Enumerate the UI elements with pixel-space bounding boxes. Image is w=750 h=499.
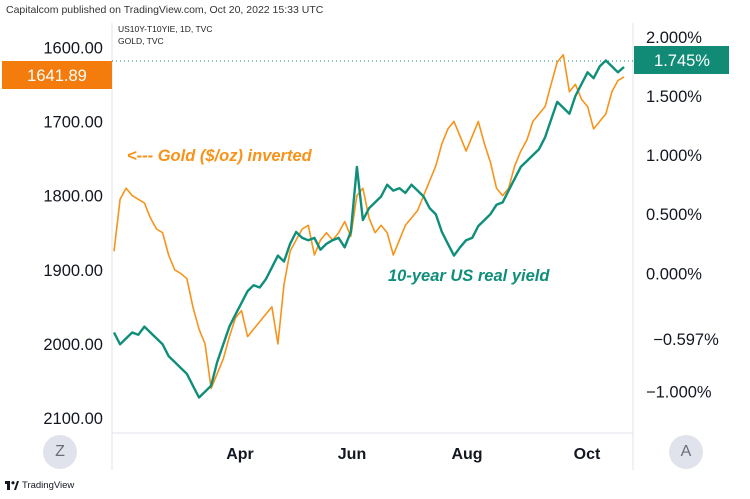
- left-axis-tick-label: 1700.00: [43, 113, 103, 131]
- gold-last-badge: 1641.89: [2, 61, 112, 89]
- yield-annotation: 10-year US real yield: [388, 267, 550, 285]
- left-axis-tick-label: 2000.00: [43, 336, 103, 354]
- gold-annotation: <--- Gold ($/oz) inverted: [127, 147, 313, 165]
- symbol-legend: US10Y-T10YIE, 1D, TVC GOLD, TVC: [118, 23, 213, 47]
- gold-series-line: [113, 53, 625, 390]
- left-axis-tick-label: 1600.00: [43, 39, 103, 57]
- x-axis-tick-label: Oct: [574, 446, 601, 463]
- x-axis-tick-label: Jun: [338, 446, 366, 463]
- yield-last-value: 1.745%: [654, 52, 710, 70]
- x-axis-tick-label: Apr: [226, 446, 254, 463]
- right-axis-tick-label: 2.000%: [646, 29, 702, 47]
- right-axis-tick-label: 0.000%: [646, 265, 702, 283]
- yield-min-value: −0.597%: [653, 331, 719, 349]
- symbol-gold: GOLD, TVC: [118, 36, 164, 46]
- tradingview-logo-icon: [5, 481, 19, 490]
- publisher-header: Capitalcom published on TradingView.com,…: [6, 4, 324, 16]
- right-axis-tick-label: −1.000%: [646, 384, 712, 402]
- left-axis-tick-label: 1800.00: [43, 188, 103, 206]
- left-axis-tick-label: 1900.00: [43, 262, 103, 280]
- right-axis-tick-label: 1.000%: [646, 147, 702, 165]
- footer-brand: TradingView: [22, 480, 75, 491]
- x-axis-tick-label: Aug: [451, 446, 482, 463]
- auto-scale-button[interactable]: A: [669, 435, 703, 469]
- gold-last-value: 1641.89: [27, 67, 87, 85]
- right-axis-tick-label: 0.500%: [646, 206, 702, 224]
- yield-min-badge: −0.597%: [634, 326, 739, 352]
- yield-series-line: [112, 59, 625, 399]
- right-axis-tick-label: 1.500%: [646, 88, 702, 106]
- symbol-yield: US10Y-T10YIE, 1D, TVC: [118, 24, 213, 34]
- yield-last-badge: 1.745%: [634, 46, 729, 74]
- left-axis-tick-label: 2100.00: [43, 410, 103, 428]
- footer: TradingView: [5, 480, 74, 491]
- zoom-left-button[interactable]: Z: [43, 435, 77, 469]
